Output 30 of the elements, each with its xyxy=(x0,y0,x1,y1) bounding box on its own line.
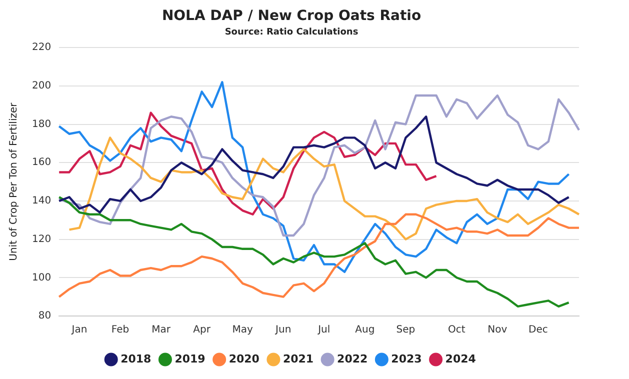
x-tick-label: Sep xyxy=(396,324,416,336)
y-tick-label: 100 xyxy=(32,272,52,284)
x-tick-label: Apr xyxy=(193,324,212,336)
y-axis-title: Unit of Crop Per Ton of Fertilizer xyxy=(8,102,20,261)
x-tick-label: Dec xyxy=(528,324,548,336)
x-tick-label: Jun xyxy=(274,324,292,336)
x-tick-label: Jan xyxy=(70,324,88,336)
x-tick-label: Nov xyxy=(488,324,508,336)
legend-label: 2024 xyxy=(445,352,476,366)
legend-label: 2023 xyxy=(391,352,422,366)
legend-label: 2021 xyxy=(282,352,314,366)
y-tick-label: 160 xyxy=(32,157,52,168)
x-tick-label: Feb xyxy=(111,324,130,336)
x-tick-label: Aug xyxy=(355,324,375,336)
y-tick-label: 140 xyxy=(32,196,52,207)
x-tick-label: Jul xyxy=(317,324,330,336)
y-tick-label: 180 xyxy=(32,118,52,130)
legend-label: 2022 xyxy=(337,352,368,366)
legend-label: 2018 xyxy=(120,352,152,366)
y-tick-label: 220 xyxy=(32,42,52,54)
x-tick-label: May xyxy=(232,324,253,336)
chart-title: NOLA DAP / New Crop Oats Ratio xyxy=(162,8,422,24)
x-tick-label: Mar xyxy=(152,324,172,336)
chart-subtitle: Source: Ratio Calculations xyxy=(224,28,358,38)
legend-label: 2020 xyxy=(228,352,260,366)
legend-label: 2019 xyxy=(174,352,206,366)
x-tick-label: Oct xyxy=(448,324,466,336)
y-tick-label: 200 xyxy=(32,80,52,92)
y-tick-label: 120 xyxy=(32,234,52,245)
y-tick-label: 80 xyxy=(38,310,52,322)
